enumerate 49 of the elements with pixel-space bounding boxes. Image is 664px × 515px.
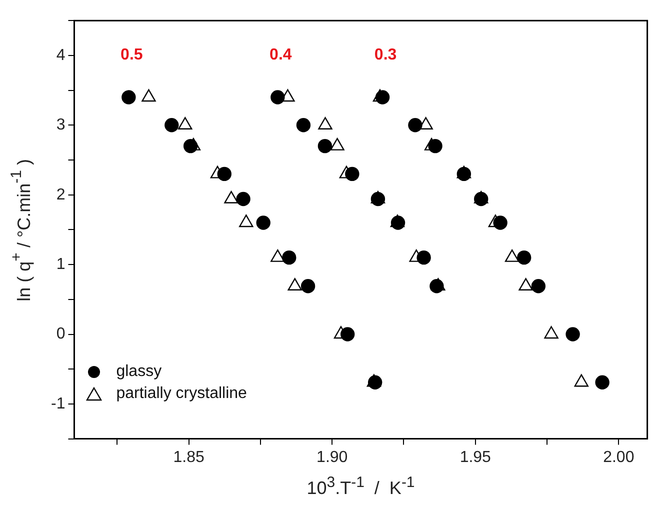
point [318, 117, 332, 130]
point [566, 327, 580, 342]
point [574, 374, 588, 387]
point [516, 250, 532, 265]
point [474, 190, 488, 204]
point [390, 214, 405, 228]
annotation: 0.5 [120, 46, 143, 64]
point [418, 117, 433, 130]
point [531, 279, 546, 294]
point [288, 278, 302, 291]
y-tick-label: 3 [56, 116, 66, 134]
annotation: 0.4 [270, 46, 292, 64]
y-tick-label: 1 [56, 256, 66, 273]
point [431, 278, 446, 291]
point [178, 117, 192, 130]
point [330, 138, 344, 150]
x-tick-label: 1.95 [460, 448, 492, 466]
legend-label: glassy [116, 362, 162, 382]
point [164, 118, 179, 132]
point [236, 192, 250, 206]
point [270, 249, 285, 262]
point [318, 138, 332, 154]
y-tick-label: 0 [56, 326, 66, 343]
point [595, 375, 610, 390]
point [518, 278, 533, 291]
point [544, 326, 558, 339]
text: 1.90 [316, 448, 348, 466]
y-tick-label: 4 [56, 46, 66, 64]
point [408, 118, 422, 132]
point [366, 374, 382, 387]
point [456, 166, 472, 178]
point [270, 90, 285, 104]
point [122, 90, 136, 104]
x-axis-title: 10$^{3}$.T$^{-1}$ / K$^{-1}$ [306, 474, 416, 499]
point [504, 249, 520, 262]
point [224, 190, 238, 204]
point [256, 216, 270, 230]
y-tick-label: -1 [50, 395, 66, 412]
point [370, 190, 386, 204]
point [296, 118, 311, 132]
point [282, 250, 296, 265]
annotation: 0.3 [374, 46, 397, 64]
point [300, 279, 316, 294]
x-tick-label: 1.85 [173, 448, 205, 466]
point [142, 89, 156, 102]
text: 2.00 [603, 448, 634, 466]
legend-label: partially crystalline [116, 384, 247, 404]
point [239, 214, 254, 228]
y-tick-label: 2 [56, 186, 66, 204]
